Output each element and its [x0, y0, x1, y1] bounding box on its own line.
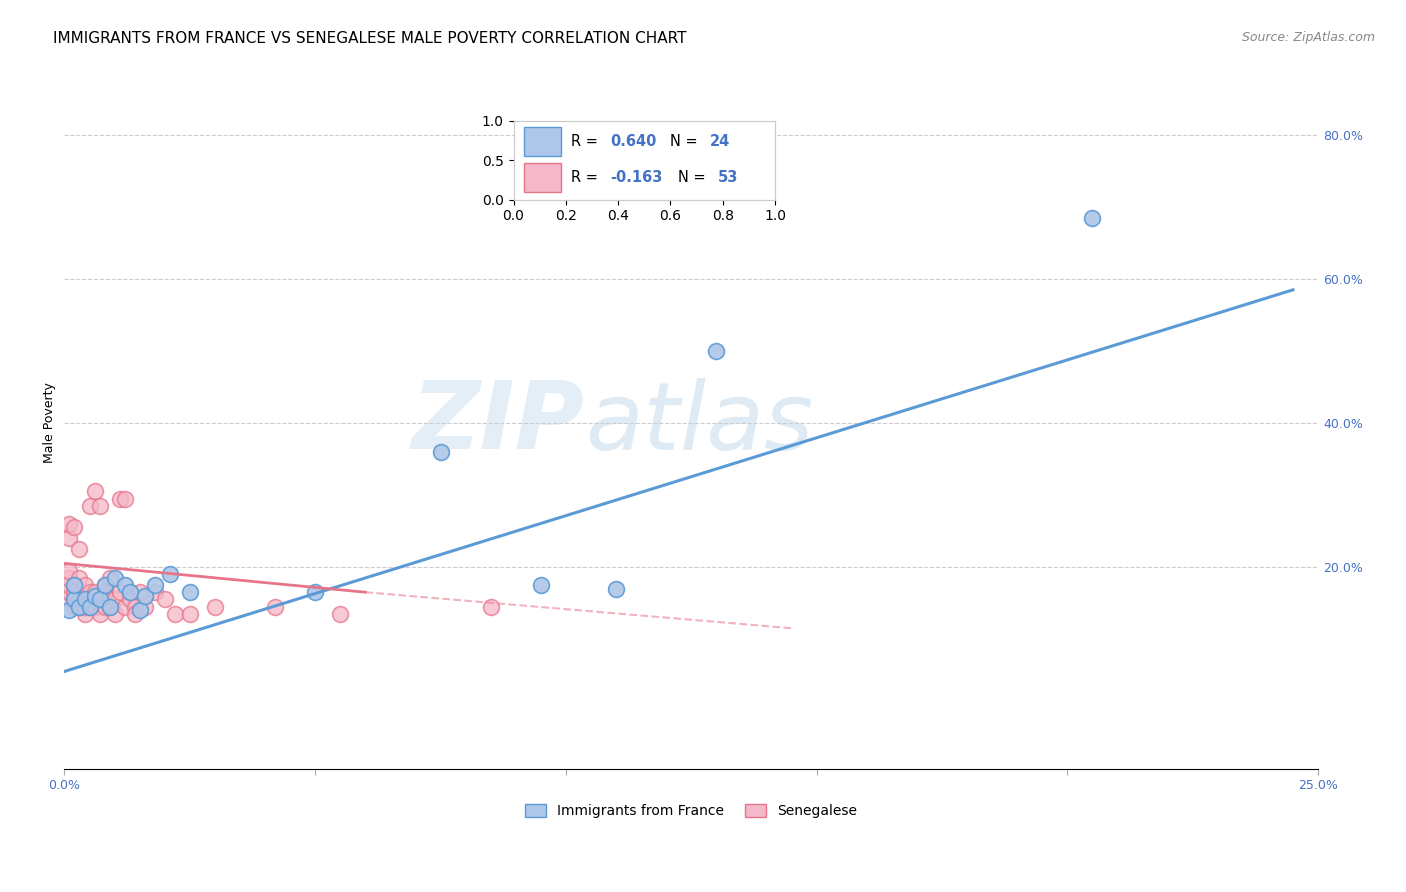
- Point: [89, 607, 111, 621]
- Text: 0.640: 0.640: [610, 134, 657, 149]
- Point: [530, 578, 553, 592]
- Point: [93, 585, 115, 599]
- Point: [79, 599, 101, 614]
- Point: [124, 599, 146, 614]
- Point: [73, 592, 96, 607]
- Text: -0.163: -0.163: [610, 170, 662, 186]
- FancyBboxPatch shape: [524, 127, 561, 155]
- Point: [104, 571, 127, 585]
- Point: [704, 344, 727, 359]
- Point: [98, 599, 121, 614]
- Point: [128, 585, 150, 599]
- Point: [93, 599, 115, 614]
- Text: 53: 53: [717, 170, 738, 186]
- Text: 24: 24: [710, 134, 730, 149]
- Text: IMMIGRANTS FROM FRANCE VS SENEGALESE MALE POVERTY CORRELATION CHART: IMMIGRANTS FROM FRANCE VS SENEGALESE MAL…: [53, 31, 688, 46]
- Point: [63, 592, 86, 607]
- Point: [89, 592, 111, 607]
- Point: [108, 491, 131, 506]
- Point: [89, 499, 111, 513]
- Point: [104, 607, 127, 621]
- Point: [124, 607, 146, 621]
- FancyBboxPatch shape: [524, 163, 561, 192]
- Point: [63, 578, 86, 592]
- Point: [58, 592, 80, 607]
- Point: [114, 599, 136, 614]
- Point: [118, 585, 141, 599]
- Point: [83, 589, 105, 603]
- Text: R =: R =: [571, 170, 603, 186]
- Point: [128, 603, 150, 617]
- Point: [204, 599, 226, 614]
- Legend: Immigrants from France, Senegalese: Immigrants from France, Senegalese: [520, 798, 863, 824]
- Point: [179, 585, 201, 599]
- Point: [73, 607, 96, 621]
- Point: [58, 531, 80, 545]
- Point: [58, 564, 80, 578]
- Point: [69, 571, 91, 585]
- Point: [143, 585, 166, 599]
- Point: [69, 599, 91, 614]
- Text: atlas: atlas: [585, 377, 813, 468]
- Point: [134, 599, 156, 614]
- Point: [58, 585, 80, 599]
- Point: [108, 585, 131, 599]
- Text: R =: R =: [571, 134, 603, 149]
- Point: [179, 607, 201, 621]
- Point: [89, 592, 111, 607]
- Point: [479, 599, 502, 614]
- Point: [83, 484, 105, 499]
- Point: [79, 499, 101, 513]
- Point: [79, 592, 101, 607]
- Point: [264, 599, 287, 614]
- Point: [83, 599, 105, 614]
- Point: [143, 578, 166, 592]
- Point: [429, 445, 451, 459]
- Point: [605, 582, 627, 596]
- Point: [58, 571, 80, 585]
- Point: [69, 599, 91, 614]
- Point: [114, 491, 136, 506]
- Point: [79, 585, 101, 599]
- Point: [63, 592, 86, 607]
- Point: [329, 607, 352, 621]
- Point: [58, 578, 80, 592]
- Point: [79, 599, 101, 614]
- Text: ZIP: ZIP: [412, 377, 585, 469]
- Point: [104, 592, 127, 607]
- Point: [63, 585, 86, 599]
- Y-axis label: Male Poverty: Male Poverty: [44, 383, 56, 464]
- Point: [98, 571, 121, 585]
- Point: [58, 603, 80, 617]
- Point: [73, 578, 96, 592]
- Point: [63, 578, 86, 592]
- Text: N =: N =: [671, 134, 703, 149]
- Point: [153, 592, 176, 607]
- Point: [69, 541, 91, 556]
- Point: [83, 585, 105, 599]
- Point: [1081, 211, 1104, 225]
- Point: [304, 585, 326, 599]
- Point: [93, 578, 115, 592]
- Point: [98, 599, 121, 614]
- Point: [69, 592, 91, 607]
- Text: N =: N =: [678, 170, 710, 186]
- Text: Source: ZipAtlas.com: Source: ZipAtlas.com: [1241, 31, 1375, 45]
- Point: [93, 578, 115, 592]
- Point: [73, 599, 96, 614]
- Point: [114, 578, 136, 592]
- Point: [163, 607, 186, 621]
- Point: [134, 589, 156, 603]
- Point: [63, 599, 86, 614]
- Point: [118, 592, 141, 607]
- Point: [58, 516, 80, 531]
- Point: [159, 567, 181, 582]
- Point: [63, 520, 86, 534]
